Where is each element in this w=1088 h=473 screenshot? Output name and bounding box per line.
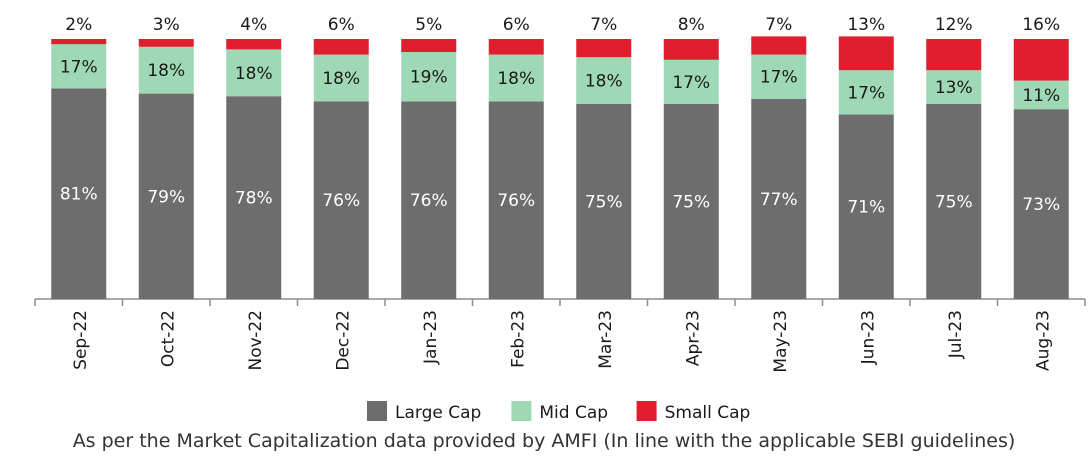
data-label-small-cap: 13% — [847, 15, 885, 35]
data-label-small-cap: 6% — [503, 15, 530, 35]
data-label-large-cap: 73% — [1022, 195, 1060, 215]
data-label-mid-cap: 13% — [935, 78, 973, 98]
data-label-large-cap: 75% — [585, 193, 623, 213]
x-tick-label: Dec-22 — [333, 310, 353, 371]
bar-small-cap — [138, 39, 194, 47]
bar-large-cap — [51, 88, 107, 300]
data-label-mid-cap: 18% — [147, 61, 185, 81]
x-tick-label: Nov-22 — [246, 310, 266, 371]
bar-mid-cap — [751, 54, 807, 99]
data-label-small-cap: 5% — [415, 15, 442, 35]
legend-item: Small Cap — [636, 401, 751, 423]
x-tick-label: Jan-23 — [421, 310, 441, 365]
bar-large-cap — [751, 98, 807, 299]
data-label-mid-cap: 18% — [235, 64, 273, 84]
data-label-mid-cap: 18% — [322, 69, 360, 89]
data-label-mid-cap: 17% — [672, 73, 710, 93]
data-label-large-cap: 75% — [935, 193, 973, 213]
bar-mid-cap — [1013, 80, 1069, 110]
data-label-small-cap: 7% — [590, 15, 617, 35]
bar-mid-cap — [138, 46, 194, 94]
x-tick-label: May-23 — [771, 310, 791, 373]
bar-large-cap — [313, 101, 369, 300]
data-label-mid-cap: 17% — [847, 83, 885, 103]
footnote: As per the Market Capitalization data pr… — [72, 430, 1016, 452]
bar-mid-cap — [663, 59, 719, 104]
bar-mid-cap — [488, 54, 544, 102]
data-label-small-cap: 2% — [65, 15, 92, 35]
data-label-large-cap: 79% — [147, 187, 185, 207]
x-tick-label: Jun-23 — [858, 310, 878, 365]
bar-large-cap — [663, 104, 719, 299]
data-label-mid-cap: 18% — [497, 69, 535, 89]
data-label-large-cap: 76% — [497, 191, 535, 211]
bar-small-cap — [51, 39, 107, 45]
data-label-small-cap: 7% — [765, 15, 792, 35]
x-tick-label: Feb-23 — [508, 310, 528, 368]
x-tick-label: Jul-23 — [946, 310, 966, 359]
bar-small-cap — [838, 36, 894, 71]
data-label-large-cap: 76% — [410, 191, 448, 211]
data-label-large-cap: 81% — [60, 185, 98, 205]
bar-mid-cap — [838, 70, 894, 115]
data-label-mid-cap: 19% — [410, 68, 448, 88]
x-tick-label: Oct-22 — [158, 310, 178, 367]
legend-item: Mid Cap — [511, 401, 608, 423]
data-label-small-cap: 16% — [1022, 15, 1060, 35]
bar-mid-cap — [51, 44, 107, 89]
data-label-mid-cap: 17% — [760, 68, 798, 88]
bar-small-cap — [401, 39, 457, 52]
bar-large-cap — [1013, 109, 1069, 299]
legend-label: Large Cap — [395, 403, 481, 423]
legend-item: Large Cap — [367, 401, 481, 423]
data-label-large-cap: 77% — [760, 190, 798, 210]
bar-small-cap — [751, 36, 807, 55]
bar-large-cap — [576, 104, 632, 299]
bar-small-cap — [488, 39, 544, 55]
legend-swatch — [511, 401, 532, 421]
bar-large-cap — [838, 114, 894, 300]
data-label-mid-cap: 18% — [585, 72, 623, 92]
bar-large-cap — [226, 96, 282, 299]
legend-label: Small Cap — [665, 403, 751, 423]
data-label-large-cap: 75% — [672, 193, 710, 213]
bar-large-cap — [488, 101, 544, 300]
x-tick-label: Mar-23 — [596, 310, 616, 369]
bar-mid-cap — [313, 54, 369, 102]
bar-small-cap — [1013, 39, 1069, 81]
data-label-mid-cap: 11% — [1022, 86, 1060, 106]
bar-small-cap — [926, 39, 982, 71]
bar-large-cap — [138, 93, 194, 299]
data-label-large-cap: 71% — [847, 198, 885, 218]
data-label-small-cap: 12% — [935, 15, 973, 35]
x-tick-label: Sep-22 — [71, 310, 91, 370]
bar-mid-cap — [926, 70, 982, 104]
x-tick-label: Apr-23 — [683, 310, 703, 366]
data-label-small-cap: 3% — [153, 15, 180, 35]
bar-mid-cap — [576, 57, 632, 104]
bar-small-cap — [576, 39, 632, 58]
legend-label: Mid Cap — [539, 403, 608, 423]
bar-small-cap — [663, 39, 719, 60]
bar-small-cap — [226, 39, 282, 50]
data-label-small-cap: 8% — [678, 15, 705, 35]
bar-mid-cap — [401, 52, 457, 102]
data-label-small-cap: 6% — [328, 15, 355, 35]
bar-large-cap — [926, 104, 982, 299]
bar-large-cap — [401, 101, 457, 300]
stacked-bar-chart: 81% 17% 2% Sep-22 79% 18% 3% Oct-22 78% 18% 4% Nov-… — [34, 15, 1086, 423]
data-label-large-cap: 76% — [322, 191, 360, 211]
legend-swatch — [636, 401, 657, 421]
data-label-large-cap: 78% — [235, 189, 273, 209]
x-tick-label: Aug-23 — [1033, 310, 1053, 371]
bar-mid-cap — [226, 49, 282, 97]
data-label-mid-cap: 17% — [60, 57, 98, 77]
bar-small-cap — [313, 39, 369, 55]
data-label-small-cap: 4% — [240, 15, 267, 35]
legend-swatch — [367, 401, 387, 421]
